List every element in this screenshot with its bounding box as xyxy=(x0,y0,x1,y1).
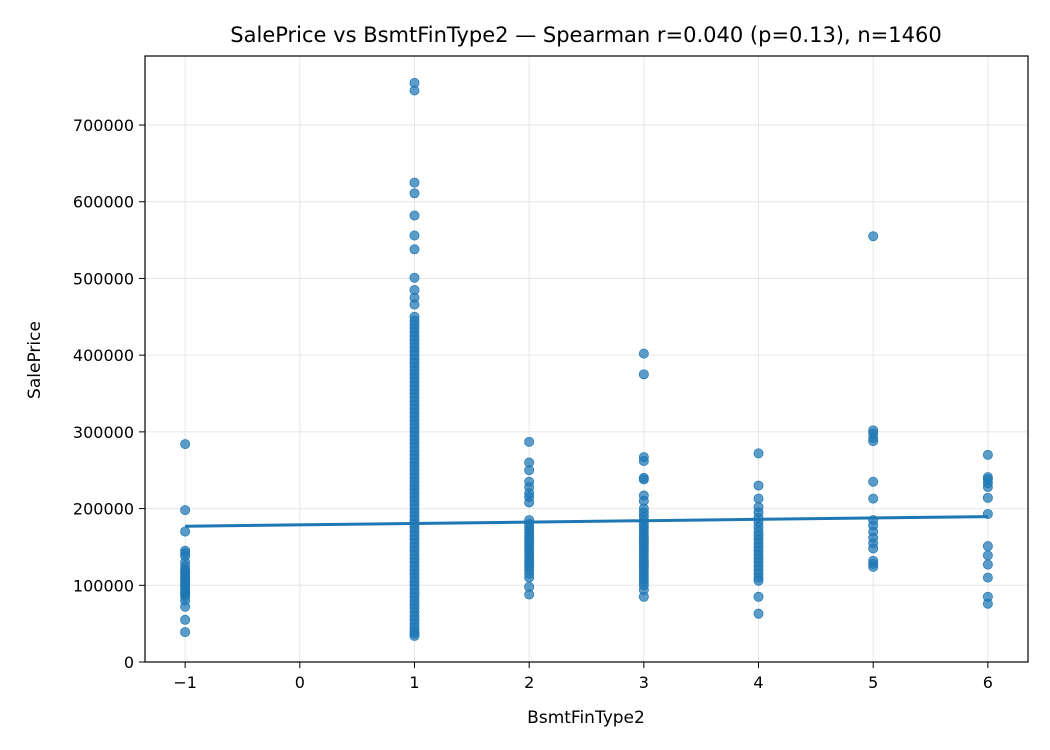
data-point xyxy=(868,543,879,554)
grid-lines xyxy=(145,56,1028,663)
data-point xyxy=(524,436,535,447)
data-point xyxy=(982,559,993,570)
data-point xyxy=(638,369,649,380)
data-point xyxy=(868,561,879,572)
y-tick-label: 100000 xyxy=(73,576,134,595)
y-tick-label: 400000 xyxy=(73,346,134,365)
x-tick-label: 4 xyxy=(753,673,763,692)
data-point xyxy=(409,299,420,310)
data-point xyxy=(638,591,649,602)
data-point xyxy=(982,598,993,609)
y-tick-label: 500000 xyxy=(73,269,134,288)
x-axis-label: BsmtFinType2 xyxy=(527,708,645,728)
plot-frame xyxy=(144,55,1029,663)
data-point xyxy=(982,492,993,503)
data-point xyxy=(982,572,993,583)
data-point xyxy=(753,591,764,602)
data-point xyxy=(638,348,649,359)
data-point xyxy=(524,465,535,476)
x-tick-label: 1 xyxy=(409,673,419,692)
data-point xyxy=(180,614,191,625)
data-point xyxy=(524,572,535,583)
y-tick-label: 200000 xyxy=(73,500,134,519)
y-tick-label: 600000 xyxy=(73,193,134,212)
data-point xyxy=(180,526,191,537)
data-point xyxy=(868,493,879,504)
y-tick-label: 0 xyxy=(124,653,134,672)
data-point xyxy=(753,448,764,459)
data-point xyxy=(982,550,993,561)
data-point xyxy=(524,589,535,600)
data-point xyxy=(868,436,879,447)
chart-title: SalePrice vs BsmtFinType2 — Spearman r=0… xyxy=(230,23,941,47)
data-point xyxy=(753,575,764,586)
data-point xyxy=(982,541,993,552)
data-point xyxy=(638,456,649,467)
data-point xyxy=(982,482,993,493)
x-tick-label: 2 xyxy=(524,673,534,692)
data-point xyxy=(180,601,191,612)
y-axis-label: SalePrice xyxy=(25,321,45,399)
trend-line-group xyxy=(185,515,988,528)
y-tick-label: 300000 xyxy=(73,423,134,442)
data-point xyxy=(753,608,764,619)
data-point xyxy=(409,630,420,641)
y-axis-ticks: 0 100000 200000 300000 400000 500000 600000 700… xyxy=(73,116,145,672)
data-point xyxy=(868,476,879,487)
x-tick-label: 6 xyxy=(983,673,993,692)
data-point xyxy=(753,493,764,504)
x-tick-label: 3 xyxy=(639,673,649,692)
data-point xyxy=(409,177,420,188)
data-point xyxy=(180,627,191,638)
data-point xyxy=(982,449,993,460)
data-point xyxy=(638,474,649,485)
data-point xyxy=(409,272,420,283)
data-point xyxy=(409,210,420,221)
x-tick-label: −1 xyxy=(173,673,197,692)
data-points xyxy=(180,77,993,641)
data-point xyxy=(409,244,420,255)
x-tick-label: 0 xyxy=(295,673,305,692)
data-point xyxy=(409,85,420,96)
data-point xyxy=(409,230,420,241)
trend-line xyxy=(185,515,988,528)
data-point xyxy=(753,480,764,491)
y-tick-label: 700000 xyxy=(73,116,134,135)
data-point xyxy=(868,231,879,242)
data-point xyxy=(524,497,535,508)
x-axis-ticks: −1 0 1 2 3 4 5 6 xyxy=(173,662,993,692)
data-point xyxy=(180,439,191,450)
x-tick-label: 5 xyxy=(868,673,878,692)
data-point xyxy=(409,188,420,199)
data-point xyxy=(180,505,191,516)
